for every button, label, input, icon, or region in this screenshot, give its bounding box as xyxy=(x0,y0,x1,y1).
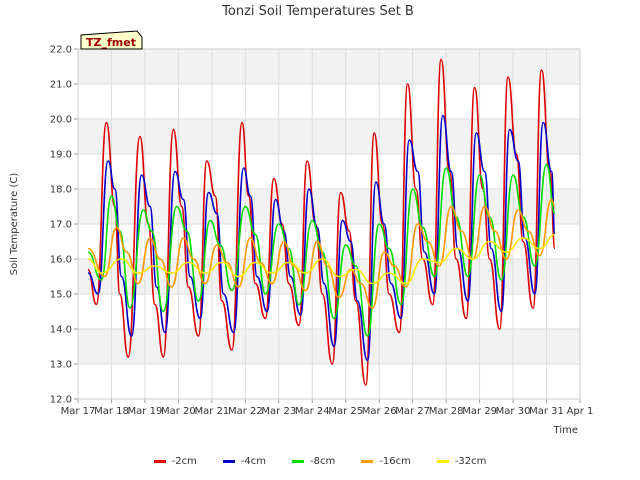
tz-fmet-annotation: TZ_fmet xyxy=(80,30,143,50)
y-tick-label: 15.0 xyxy=(50,290,72,301)
y-tick-label: 12.0 xyxy=(50,395,72,406)
x-tick-label: Mar 30 xyxy=(496,406,531,417)
grid-band xyxy=(78,189,580,224)
grid-band xyxy=(78,49,580,84)
x-tick-label: Mar 17 xyxy=(61,406,96,417)
legend: -2cm -4cm -8cm -16cm -32cm xyxy=(0,452,640,470)
grid-band xyxy=(78,119,580,154)
legend-item: -16cm xyxy=(361,452,411,470)
x-tick-label: Apr 1 xyxy=(567,406,594,417)
x-tick-label: Mar 31 xyxy=(529,406,564,417)
legend-label: -2cm xyxy=(171,455,197,467)
x-tick-label: Mar 28 xyxy=(429,406,464,417)
legend-swatch xyxy=(153,459,166,463)
series-line-4cm xyxy=(87,114,556,362)
x-tick-label: Mar 21 xyxy=(194,406,229,417)
legend-item: -32cm xyxy=(436,452,487,470)
x-tick-label: Mar 20 xyxy=(161,406,196,417)
x-tick-label: Mar 29 xyxy=(462,406,497,417)
x-tick-label: Mar 26 xyxy=(362,406,397,417)
y-tick-label: 20.0 xyxy=(50,115,72,126)
legend-label: -16cm xyxy=(379,455,411,467)
series-line-16cm xyxy=(87,198,556,309)
series-line-32cm xyxy=(87,233,556,285)
annotation-text: TZ_fmet xyxy=(86,36,136,49)
legend-swatch xyxy=(222,459,235,463)
y-tick-label: 13.0 xyxy=(50,360,72,371)
x-tick-label: Mar 25 xyxy=(328,406,363,417)
legend-swatch xyxy=(292,459,305,463)
legend-swatch xyxy=(436,459,449,463)
series-line-8cm xyxy=(87,163,556,337)
legend-label: -8cm xyxy=(310,455,336,467)
legend-item: -2cm xyxy=(153,452,197,470)
plot-frame xyxy=(77,48,581,400)
x-tick-label: Mar 22 xyxy=(228,406,263,417)
x-axis-label: Time xyxy=(553,425,578,436)
y-tick-label: 18.0 xyxy=(50,185,72,196)
legend-item: -4cm xyxy=(222,452,267,470)
x-tick-label: Mar 19 xyxy=(128,406,163,417)
y-axis-label: Soil Temperature (C) xyxy=(9,173,20,276)
legend-swatch xyxy=(361,459,374,463)
y-tick-label: 22.0 xyxy=(50,45,72,56)
legend-label: -4cm xyxy=(240,455,267,467)
y-tick-label: 19.0 xyxy=(50,150,72,161)
x-tick-label: Mar 27 xyxy=(395,406,430,417)
y-tick-label: 17.0 xyxy=(50,220,72,231)
x-tick-label: Mar 23 xyxy=(261,406,296,417)
y-tick-label: 14.0 xyxy=(50,325,72,336)
x-tick-label: Mar 24 xyxy=(295,406,330,417)
y-tick-label: 16.0 xyxy=(50,255,72,266)
legend-item: -8cm xyxy=(292,452,335,470)
legend-label: -32cm xyxy=(454,455,487,467)
chart-title: Tonzi Soil Temperatures Set B xyxy=(221,4,414,19)
y-tick-label: 21.0 xyxy=(50,80,72,91)
x-tick-label: Mar 18 xyxy=(94,406,129,417)
